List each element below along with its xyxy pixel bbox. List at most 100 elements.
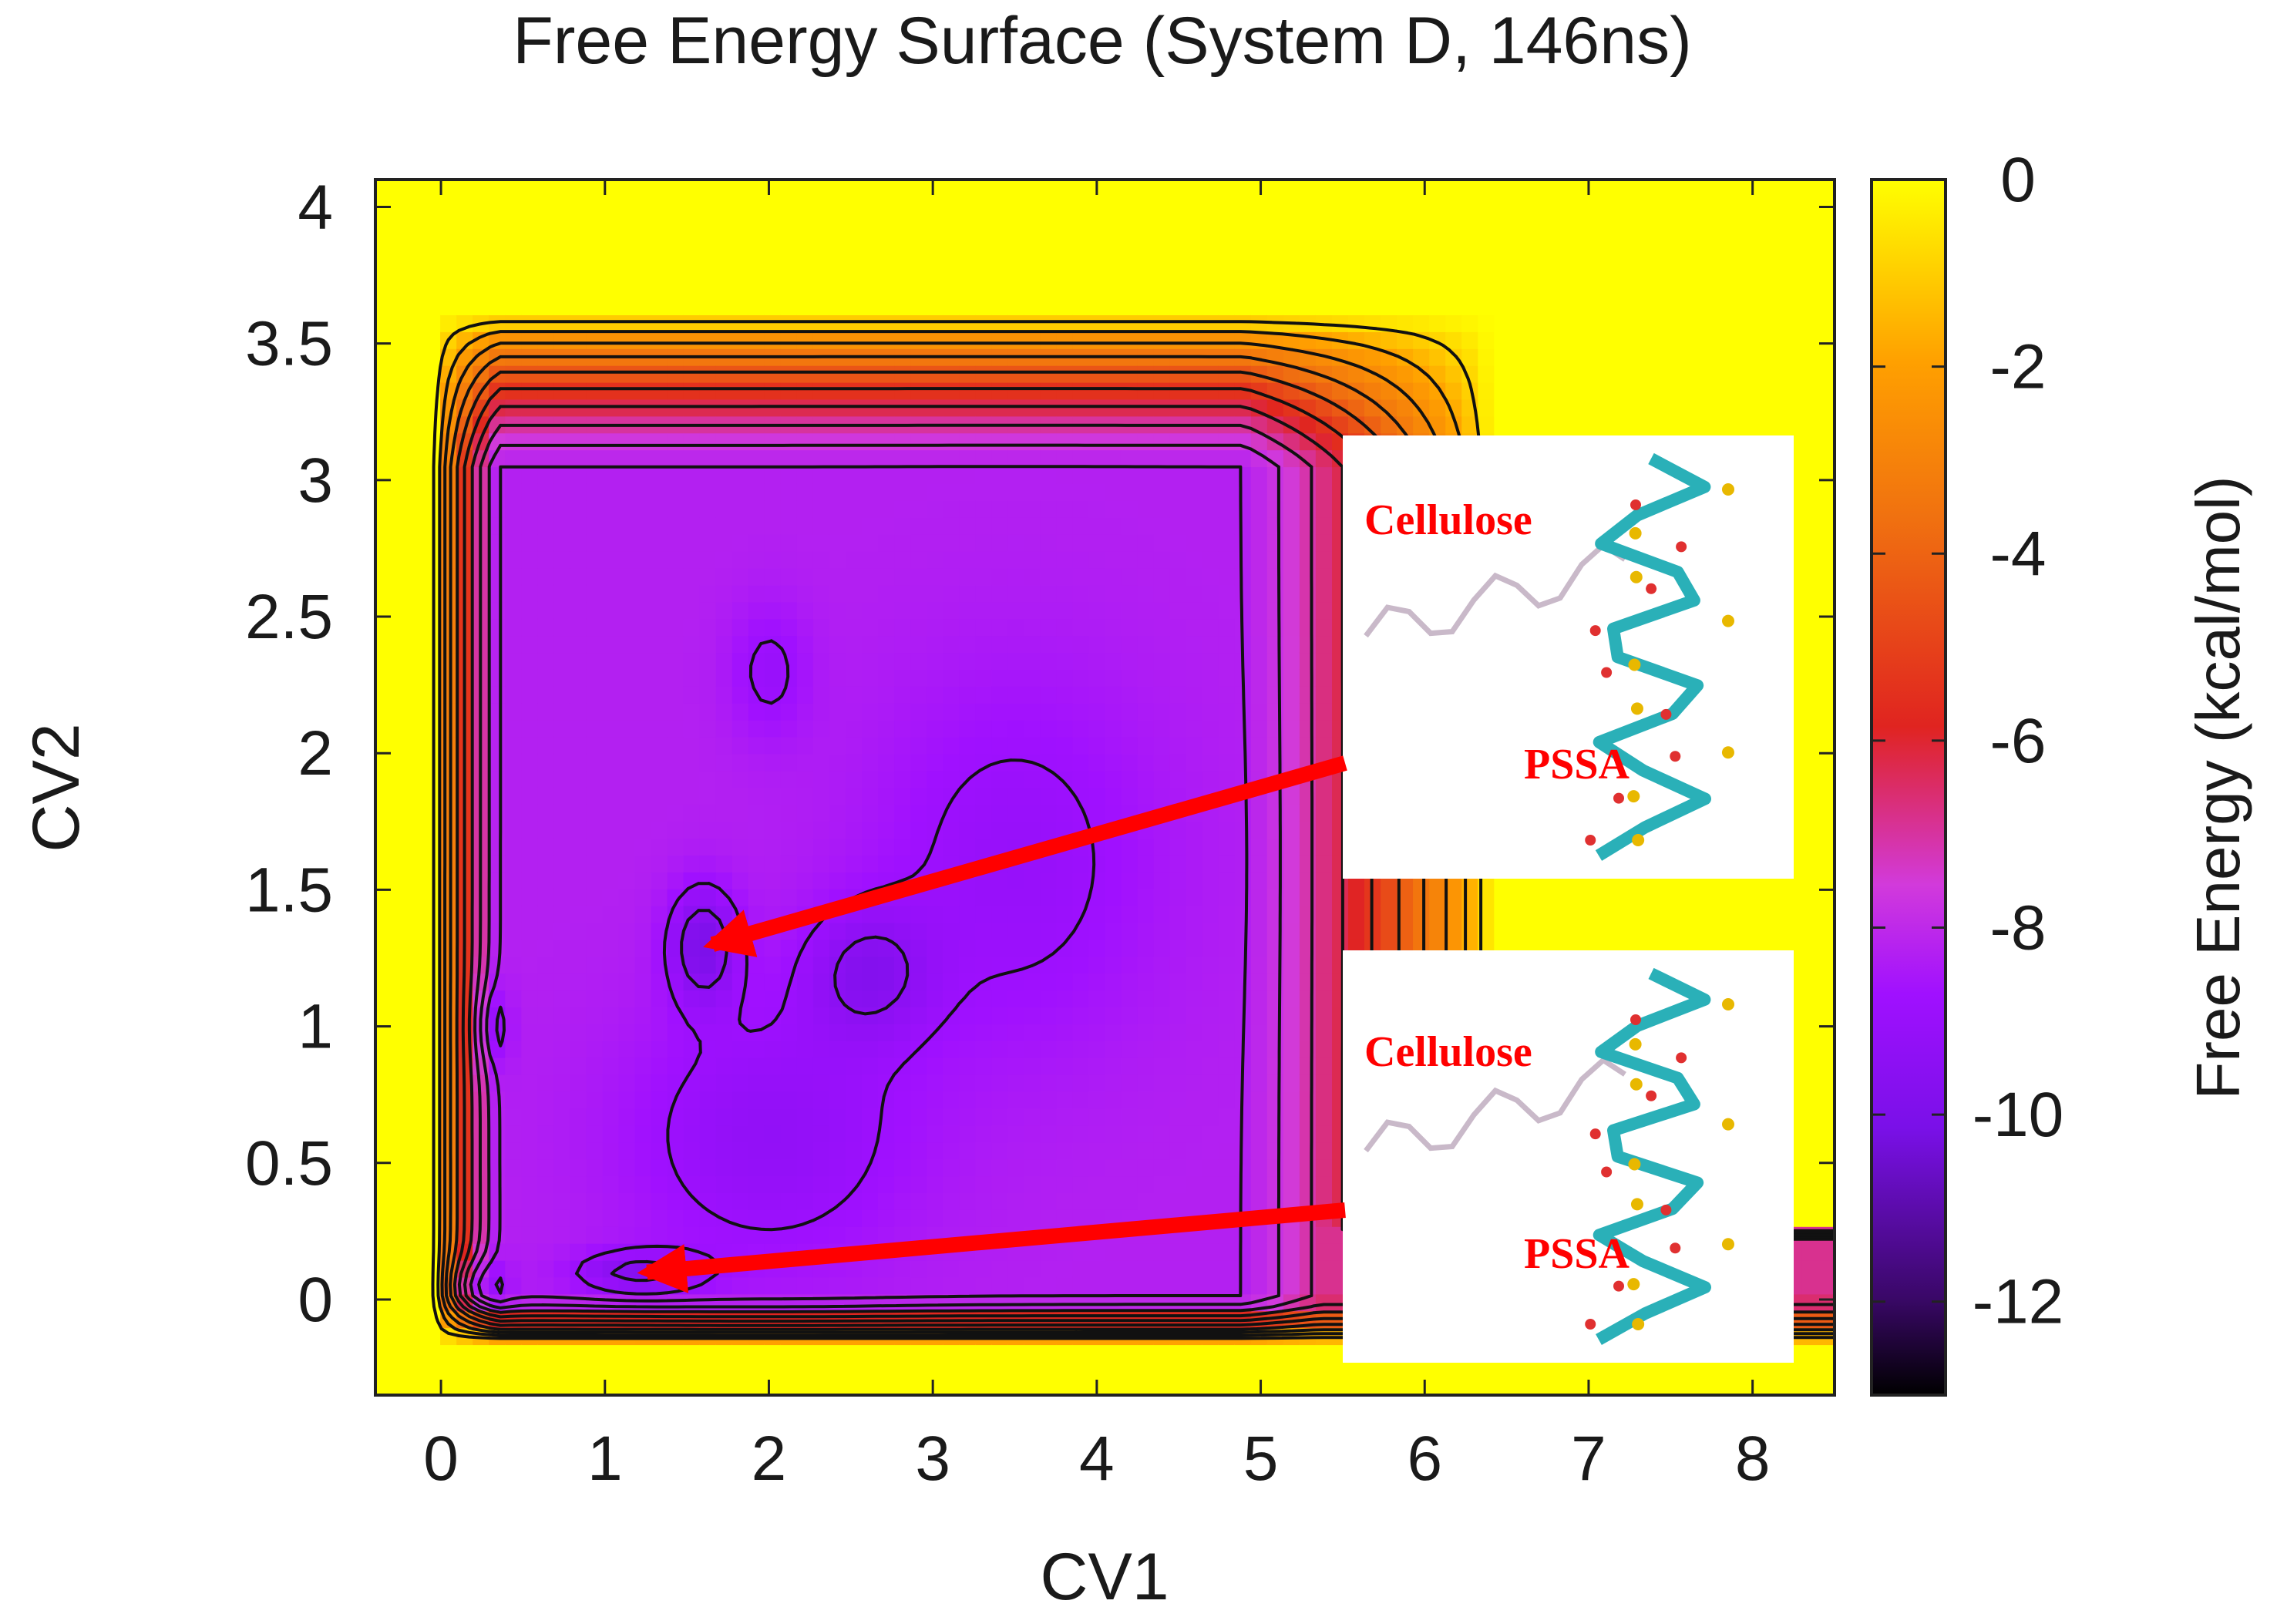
surface-cell xyxy=(975,1175,992,1193)
surface-cell xyxy=(473,247,489,265)
surface-cell xyxy=(537,314,555,332)
surface-cell xyxy=(1381,922,1397,940)
surface-cell xyxy=(683,1378,701,1395)
surface-cell xyxy=(1153,314,1171,332)
surface-cell xyxy=(959,331,976,349)
surface-cell xyxy=(1088,703,1106,721)
surface-cell xyxy=(408,601,425,620)
surface-cell xyxy=(862,1057,879,1075)
surface-cell xyxy=(667,1057,684,1075)
surface-cell xyxy=(878,1344,895,1362)
surface-cell xyxy=(618,601,636,620)
surface-cell xyxy=(715,1091,733,1109)
surface-cell xyxy=(1169,669,1187,687)
surface-cell xyxy=(521,973,539,991)
surface-cell xyxy=(1186,821,1203,839)
surface-cell xyxy=(991,770,1009,788)
surface-cell xyxy=(1007,888,1025,906)
surface-cell xyxy=(553,905,571,923)
surface-cell xyxy=(1348,888,1365,906)
surface-cell xyxy=(732,1310,749,1329)
surface-cell xyxy=(862,483,879,501)
surface-cell xyxy=(1153,534,1171,552)
surface-cell xyxy=(586,922,604,940)
surface-cell xyxy=(862,652,879,670)
surface-cell xyxy=(553,703,571,721)
surface-cell xyxy=(1315,180,1333,197)
surface-cell xyxy=(943,264,960,282)
surface-cell xyxy=(392,196,409,214)
surface-cell xyxy=(1234,567,1252,586)
surface-cell xyxy=(505,838,523,856)
surface-cell xyxy=(764,180,782,197)
surface-cell xyxy=(1007,500,1025,518)
surface-cell xyxy=(991,1175,1009,1193)
surface-cell xyxy=(1397,1361,1414,1379)
surface-cell xyxy=(1234,922,1252,940)
surface-cell xyxy=(602,230,620,248)
surface-cell xyxy=(667,855,684,873)
surface-cell xyxy=(829,1091,846,1109)
surface-cell xyxy=(634,432,652,451)
surface-cell xyxy=(764,517,782,535)
surface-cell xyxy=(846,922,863,940)
surface-cell xyxy=(521,281,539,299)
surface-cell xyxy=(521,298,539,315)
surface-cell xyxy=(1121,1192,1138,1210)
surface-cell xyxy=(1088,753,1106,772)
surface-cell xyxy=(1234,449,1252,468)
surface-cell xyxy=(975,686,992,704)
surface-cell xyxy=(586,601,604,620)
surface-cell xyxy=(1088,264,1106,282)
surface-cell xyxy=(1153,736,1171,755)
surface-cell xyxy=(927,1192,943,1210)
surface-cell xyxy=(1266,1041,1284,1058)
surface-cell xyxy=(1072,956,1090,974)
surface-cell xyxy=(878,1175,895,1193)
surface-cell xyxy=(537,787,555,805)
surface-cell xyxy=(1105,855,1122,873)
surface-cell xyxy=(553,567,571,586)
surface-cell xyxy=(505,905,523,923)
surface-cell xyxy=(651,990,668,1007)
surface-cell xyxy=(1105,770,1122,788)
surface-cell xyxy=(927,1091,943,1109)
surface-cell xyxy=(408,770,425,788)
surface-cell xyxy=(1283,500,1300,518)
surface-cell xyxy=(796,990,814,1007)
surface-cell xyxy=(505,1024,523,1041)
surface-cell xyxy=(894,466,911,484)
surface-cell xyxy=(878,298,895,315)
surface-cell xyxy=(570,449,587,468)
surface-cell xyxy=(1348,298,1365,315)
surface-cell xyxy=(667,821,684,839)
surface-cell xyxy=(602,331,620,349)
surface-cell xyxy=(392,1310,409,1329)
surface-cell xyxy=(699,365,717,383)
surface-cell xyxy=(489,939,506,957)
surface-cell xyxy=(1040,1007,1058,1024)
surface-cell xyxy=(392,703,409,721)
surface-cell xyxy=(1072,1276,1090,1295)
surface-cell xyxy=(1234,753,1252,772)
surface-cell xyxy=(1121,534,1138,552)
surface-cell xyxy=(943,567,960,586)
surface-cell xyxy=(1024,247,1041,265)
surface-cell xyxy=(618,787,636,805)
surface-cell xyxy=(1105,652,1122,670)
surface-cell xyxy=(1332,1361,1349,1379)
surface-cell xyxy=(894,939,911,957)
surface-cell xyxy=(975,196,992,214)
surface-cell xyxy=(894,1226,911,1244)
surface-cell xyxy=(1283,213,1300,231)
surface-cell xyxy=(846,703,863,721)
surface-cell xyxy=(553,770,571,788)
surface-cell xyxy=(1088,1344,1106,1362)
surface-cell xyxy=(959,1074,976,1092)
surface-cell xyxy=(1056,567,1074,586)
surface-cell xyxy=(408,956,425,974)
surface-cell xyxy=(1072,264,1090,282)
surface-cell xyxy=(1283,1276,1300,1295)
surface-cell xyxy=(991,1125,1009,1143)
surface-cell xyxy=(1169,213,1187,231)
